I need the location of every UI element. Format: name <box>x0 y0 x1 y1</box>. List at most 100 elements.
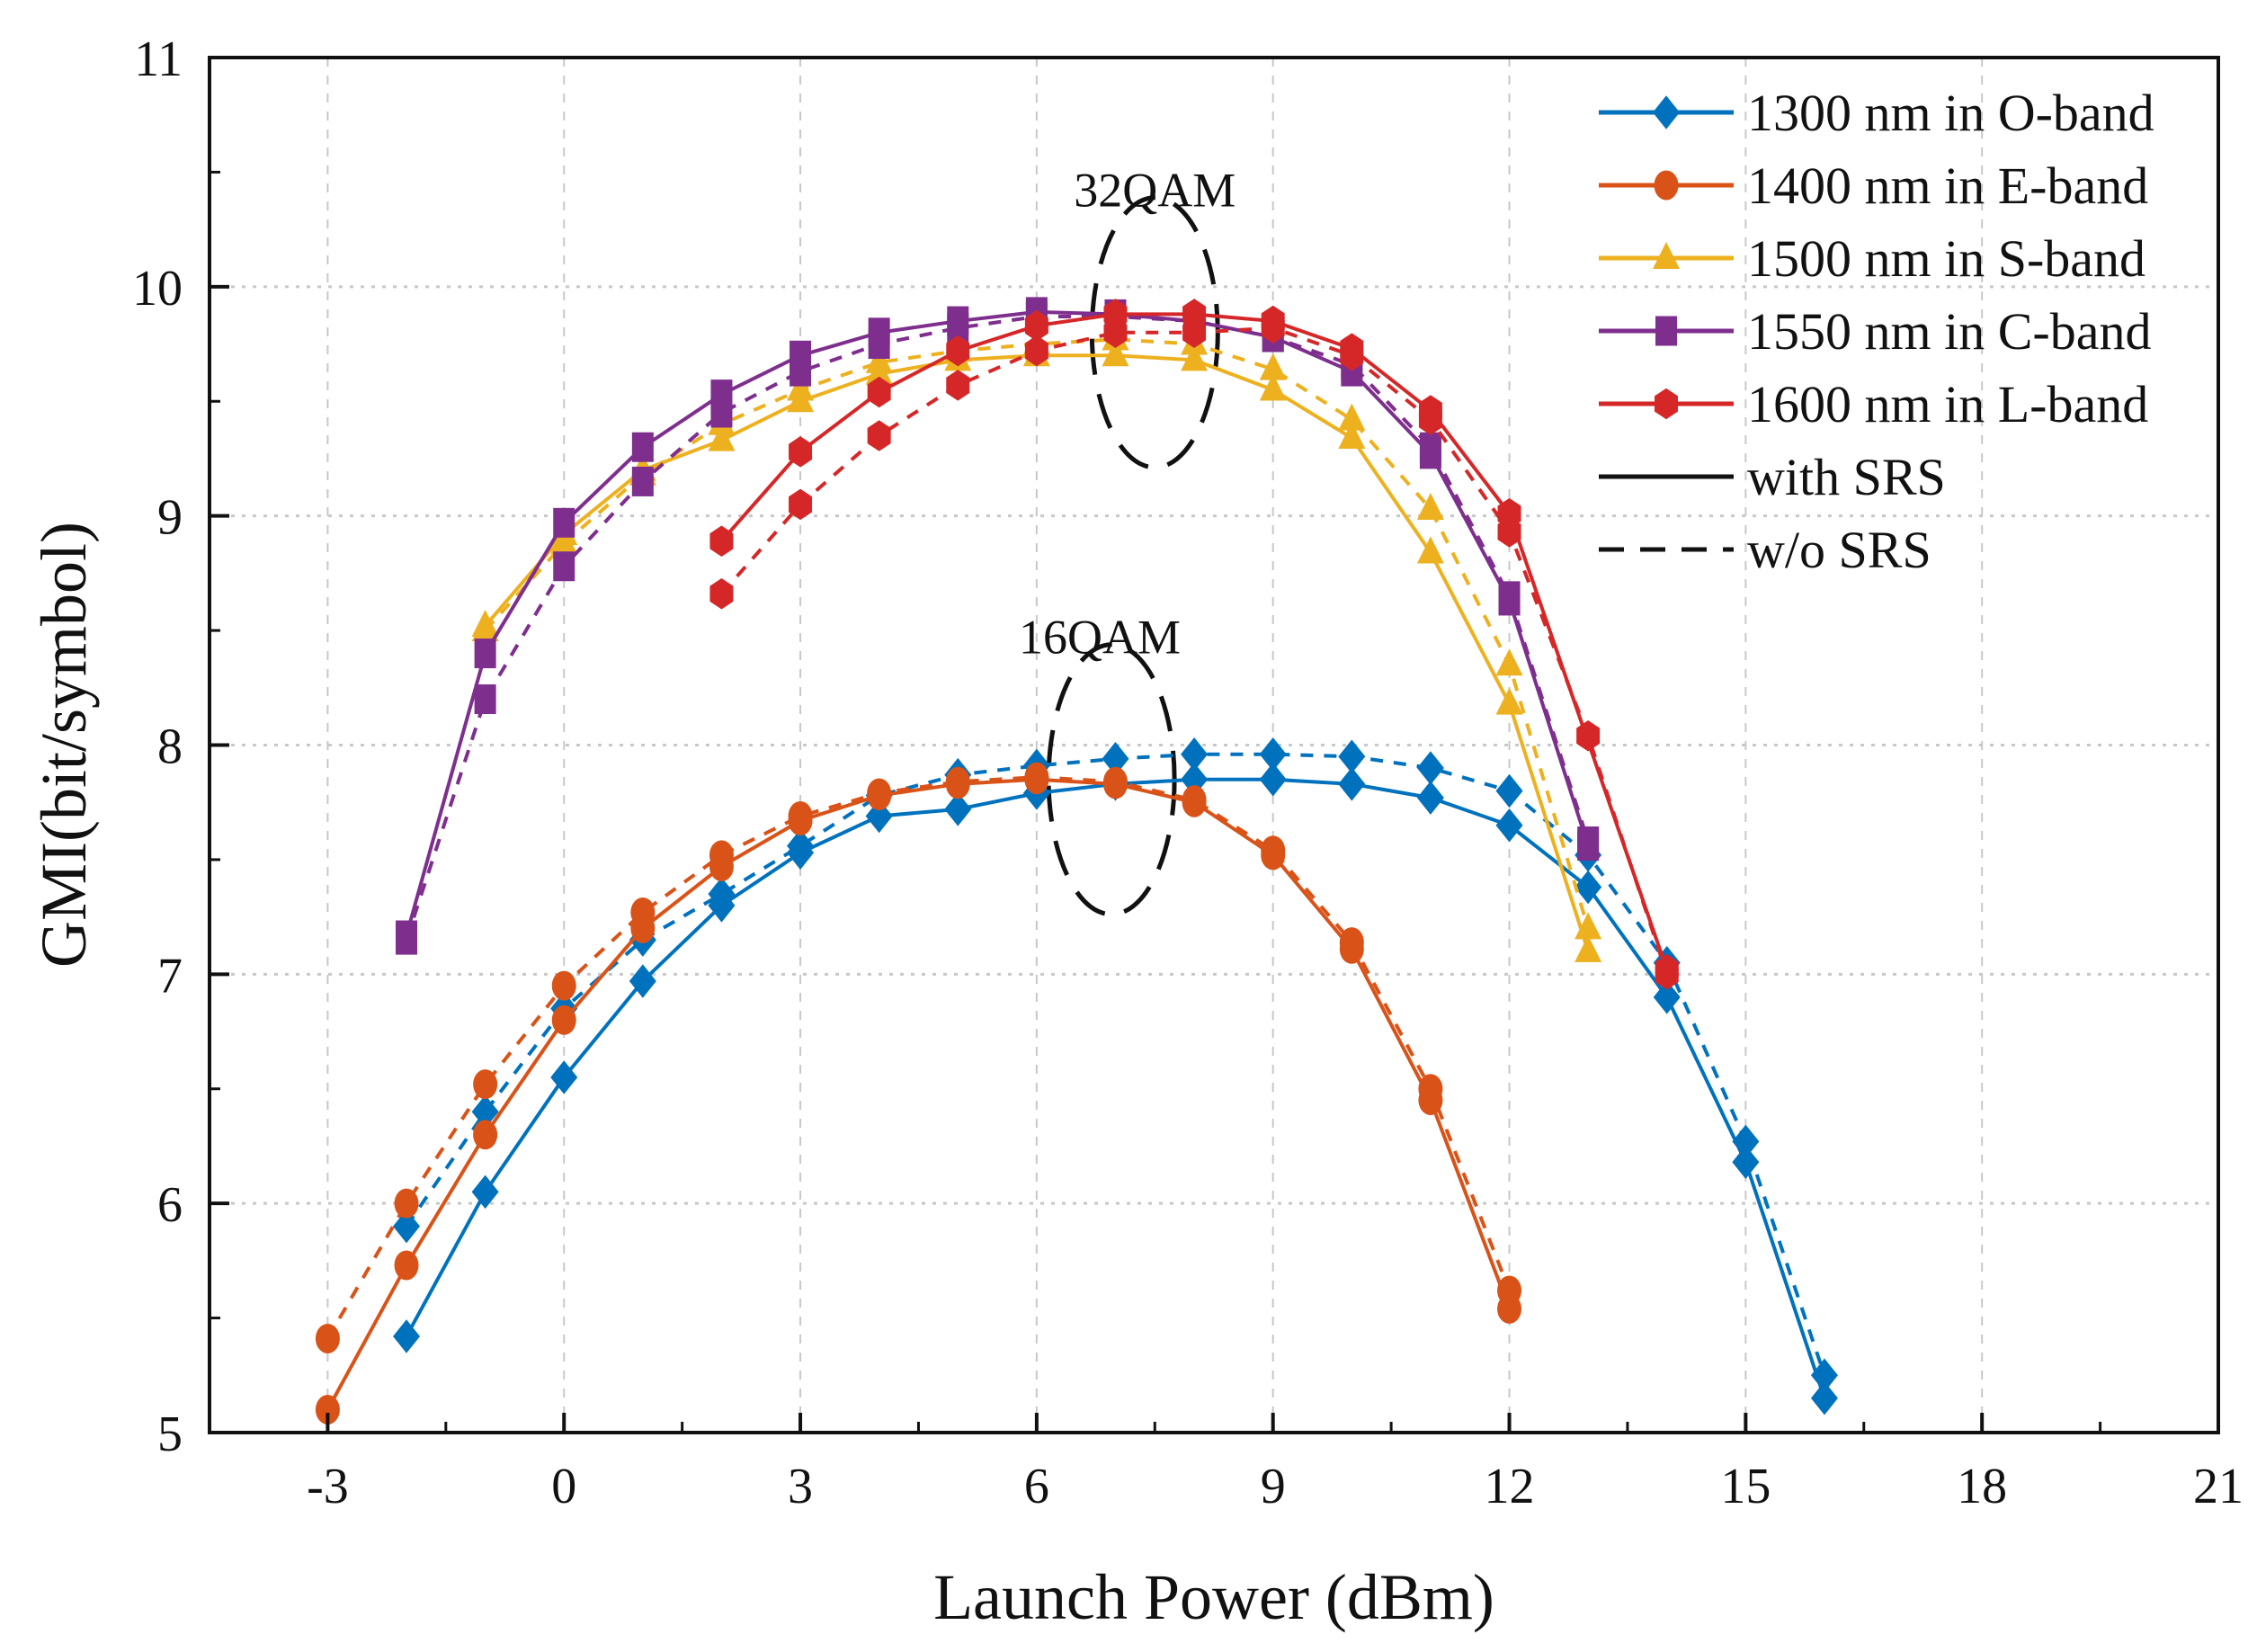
legend-entry: 1400 nm in E-band <box>1599 156 2148 215</box>
point-o-band-with-srs <box>1338 767 1366 801</box>
point-s-band-with-srs <box>1181 344 1209 371</box>
point-l-band-w-o-srs <box>1024 335 1048 367</box>
series-layer <box>315 297 1838 1425</box>
point-s-band-with-srs <box>1416 536 1444 564</box>
point-e-band-with-srs <box>473 1120 498 1150</box>
point-l-band-with-srs <box>1340 333 1364 364</box>
line-o-band-with-srs <box>405 777 1826 1399</box>
point-l-band-with-srs <box>789 436 813 468</box>
y-tick-label: 9 <box>157 490 183 546</box>
point-c-band-with-srs <box>790 340 812 371</box>
point-e-band-with-srs <box>1024 764 1049 795</box>
y-tick-label: 10 <box>132 261 183 317</box>
point-e-band-with-srs <box>394 1250 419 1281</box>
point-l-band-with-srs <box>946 335 970 367</box>
x-tick-label: 9 <box>1261 1459 1286 1514</box>
point-o-band-with-srs <box>1575 870 1602 905</box>
point-s-band-w-o-srs <box>1495 648 1523 676</box>
point-c-band-w-o-srs <box>474 684 496 715</box>
legend-entry-style: with SRS <box>1599 448 1946 506</box>
point-s-band-with-srs <box>708 424 736 451</box>
point-s-band-with-srs <box>1575 934 1602 962</box>
point-c-band-w-o-srs <box>631 466 654 496</box>
legend-label: 1600 nm in L-band <box>1747 375 2148 433</box>
legend-marker <box>1654 170 1679 201</box>
point-c-band-with-srs <box>474 638 496 669</box>
point-l-band-w-o-srs <box>867 420 891 451</box>
point-o-band-with-srs <box>944 792 972 826</box>
series-l-band-w-o-srs <box>709 312 1679 990</box>
point-e-band-with-srs <box>945 769 970 799</box>
x-tick-label: 6 <box>1024 1459 1049 1514</box>
x-tick-label: -3 <box>307 1459 349 1514</box>
x-tick-label: 3 <box>788 1459 813 1514</box>
point-e-band-with-srs <box>1261 840 1286 871</box>
point-l-band-with-srs <box>1103 299 1128 330</box>
y-tick-label: 8 <box>157 719 183 775</box>
point-e-band-w-o-srs <box>315 1324 340 1354</box>
point-s-band-w-o-srs <box>1416 493 1444 521</box>
axis-ticks: -3 0 3 6 9 12 15 18 21 5 6 7 8 9 10 11 <box>132 31 2244 1514</box>
x-axis-label: Launch Power (dBm) <box>933 1561 1494 1633</box>
point-l-band-with-srs <box>1655 953 1679 986</box>
series-c-band-with-srs <box>396 297 1600 951</box>
point-s-band-with-srs <box>1495 687 1523 715</box>
legend-marker <box>1653 242 1680 269</box>
point-o-band-w-o-srs <box>1102 742 1129 776</box>
point-e-band-with-srs <box>630 913 656 943</box>
y-tick-label: 11 <box>134 31 183 87</box>
point-o-band-with-srs <box>708 889 736 923</box>
point-e-band-w-o-srs <box>394 1188 419 1219</box>
point-o-band-w-o-srs <box>1181 737 1209 772</box>
line-l-band-with-srs <box>719 312 1669 970</box>
point-o-band-with-srs <box>1653 980 1681 1014</box>
point-c-band-with-srs <box>710 380 733 410</box>
line-o-band-w-o-srs <box>405 752 1826 1376</box>
point-l-band-w-o-srs <box>946 370 970 401</box>
point-o-band-with-srs <box>1259 762 1287 797</box>
series-l-band-with-srs <box>709 299 1679 986</box>
point-o-band-with-srs <box>393 1319 421 1353</box>
series-e-band-w-o-srs <box>315 762 1522 1354</box>
point-o-band-with-srs <box>550 1060 578 1094</box>
point-c-band-w-o-srs <box>553 551 575 582</box>
y-tick-label: 7 <box>157 948 183 1004</box>
point-o-band-w-o-srs <box>1338 739 1366 773</box>
annotation-label: 16QAM <box>1019 611 1181 665</box>
point-e-band-with-srs <box>709 852 734 882</box>
point-o-band-with-srs <box>1416 781 1444 815</box>
point-s-band-with-srs <box>1259 373 1287 401</box>
legend-label: 1300 nm in O-band <box>1747 84 2154 142</box>
point-l-band-with-srs <box>1418 395 1442 426</box>
y-tick-label: 6 <box>157 1177 183 1233</box>
legend-label: 1550 nm in C-band <box>1747 302 2151 361</box>
legend: 1300 nm in O-band 1400 nm in E-band 1500 n… <box>1599 84 2154 579</box>
point-l-band-with-srs <box>1024 309 1048 342</box>
line-c-band-w-o-srs <box>405 314 1591 941</box>
point-l-band-w-o-srs <box>789 488 813 521</box>
point-e-band-with-srs <box>1418 1085 1443 1115</box>
point-l-band-with-srs <box>1261 305 1285 337</box>
y-axis-label: GMI(bit/symbol) <box>28 522 100 968</box>
point-o-band-w-o-srs <box>1416 751 1444 785</box>
point-s-band-w-o-srs <box>1259 353 1287 380</box>
point-s-band-with-srs <box>1102 339 1129 367</box>
point-e-band-with-srs <box>551 1005 576 1035</box>
point-e-band-with-srs <box>1182 787 1207 817</box>
legend-entry: 1300 nm in O-band <box>1599 84 2154 142</box>
point-l-band-w-o-srs <box>709 578 734 610</box>
point-s-band-with-srs <box>865 357 893 385</box>
grid <box>210 58 2218 1433</box>
legend-entry: 1550 nm in C-band <box>1599 302 2151 361</box>
legend-marker <box>1653 95 1680 129</box>
point-e-band-with-srs <box>867 781 892 811</box>
point-e-band-w-o-srs <box>551 970 576 1001</box>
x-tick-label: 12 <box>1485 1459 1535 1514</box>
point-o-band-with-srs <box>787 835 815 871</box>
point-s-band-with-srs <box>1338 422 1366 450</box>
point-o-band-w-o-srs <box>1810 1358 1838 1393</box>
point-c-band-with-srs <box>553 507 575 538</box>
x-tick-label: 21 <box>2193 1459 2244 1514</box>
point-o-band-w-o-srs <box>1259 737 1287 772</box>
point-c-band-with-srs <box>1498 585 1521 616</box>
